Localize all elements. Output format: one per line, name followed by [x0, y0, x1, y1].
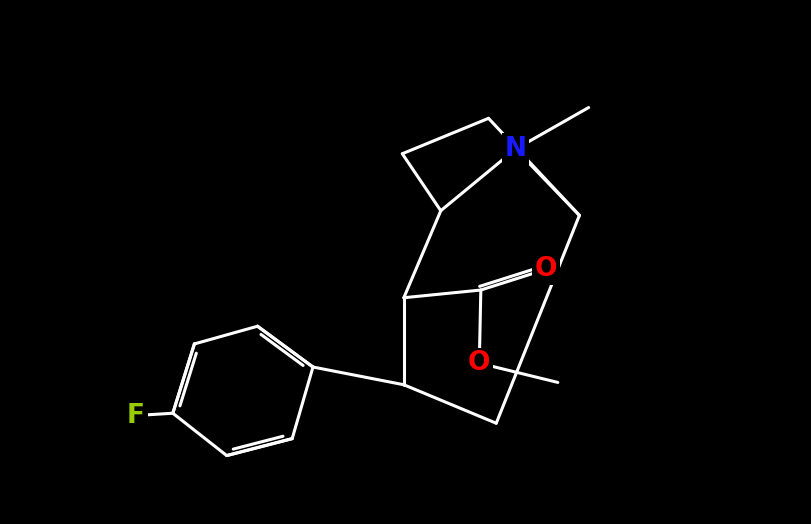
Text: O: O	[534, 256, 557, 282]
Text: F: F	[127, 402, 144, 429]
Text: N: N	[504, 136, 526, 162]
Text: O: O	[467, 350, 490, 376]
